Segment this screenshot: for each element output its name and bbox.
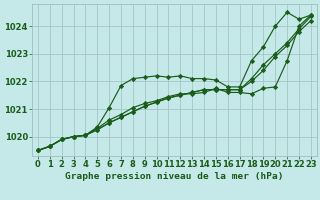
X-axis label: Graphe pression niveau de la mer (hPa): Graphe pression niveau de la mer (hPa) bbox=[65, 172, 284, 181]
